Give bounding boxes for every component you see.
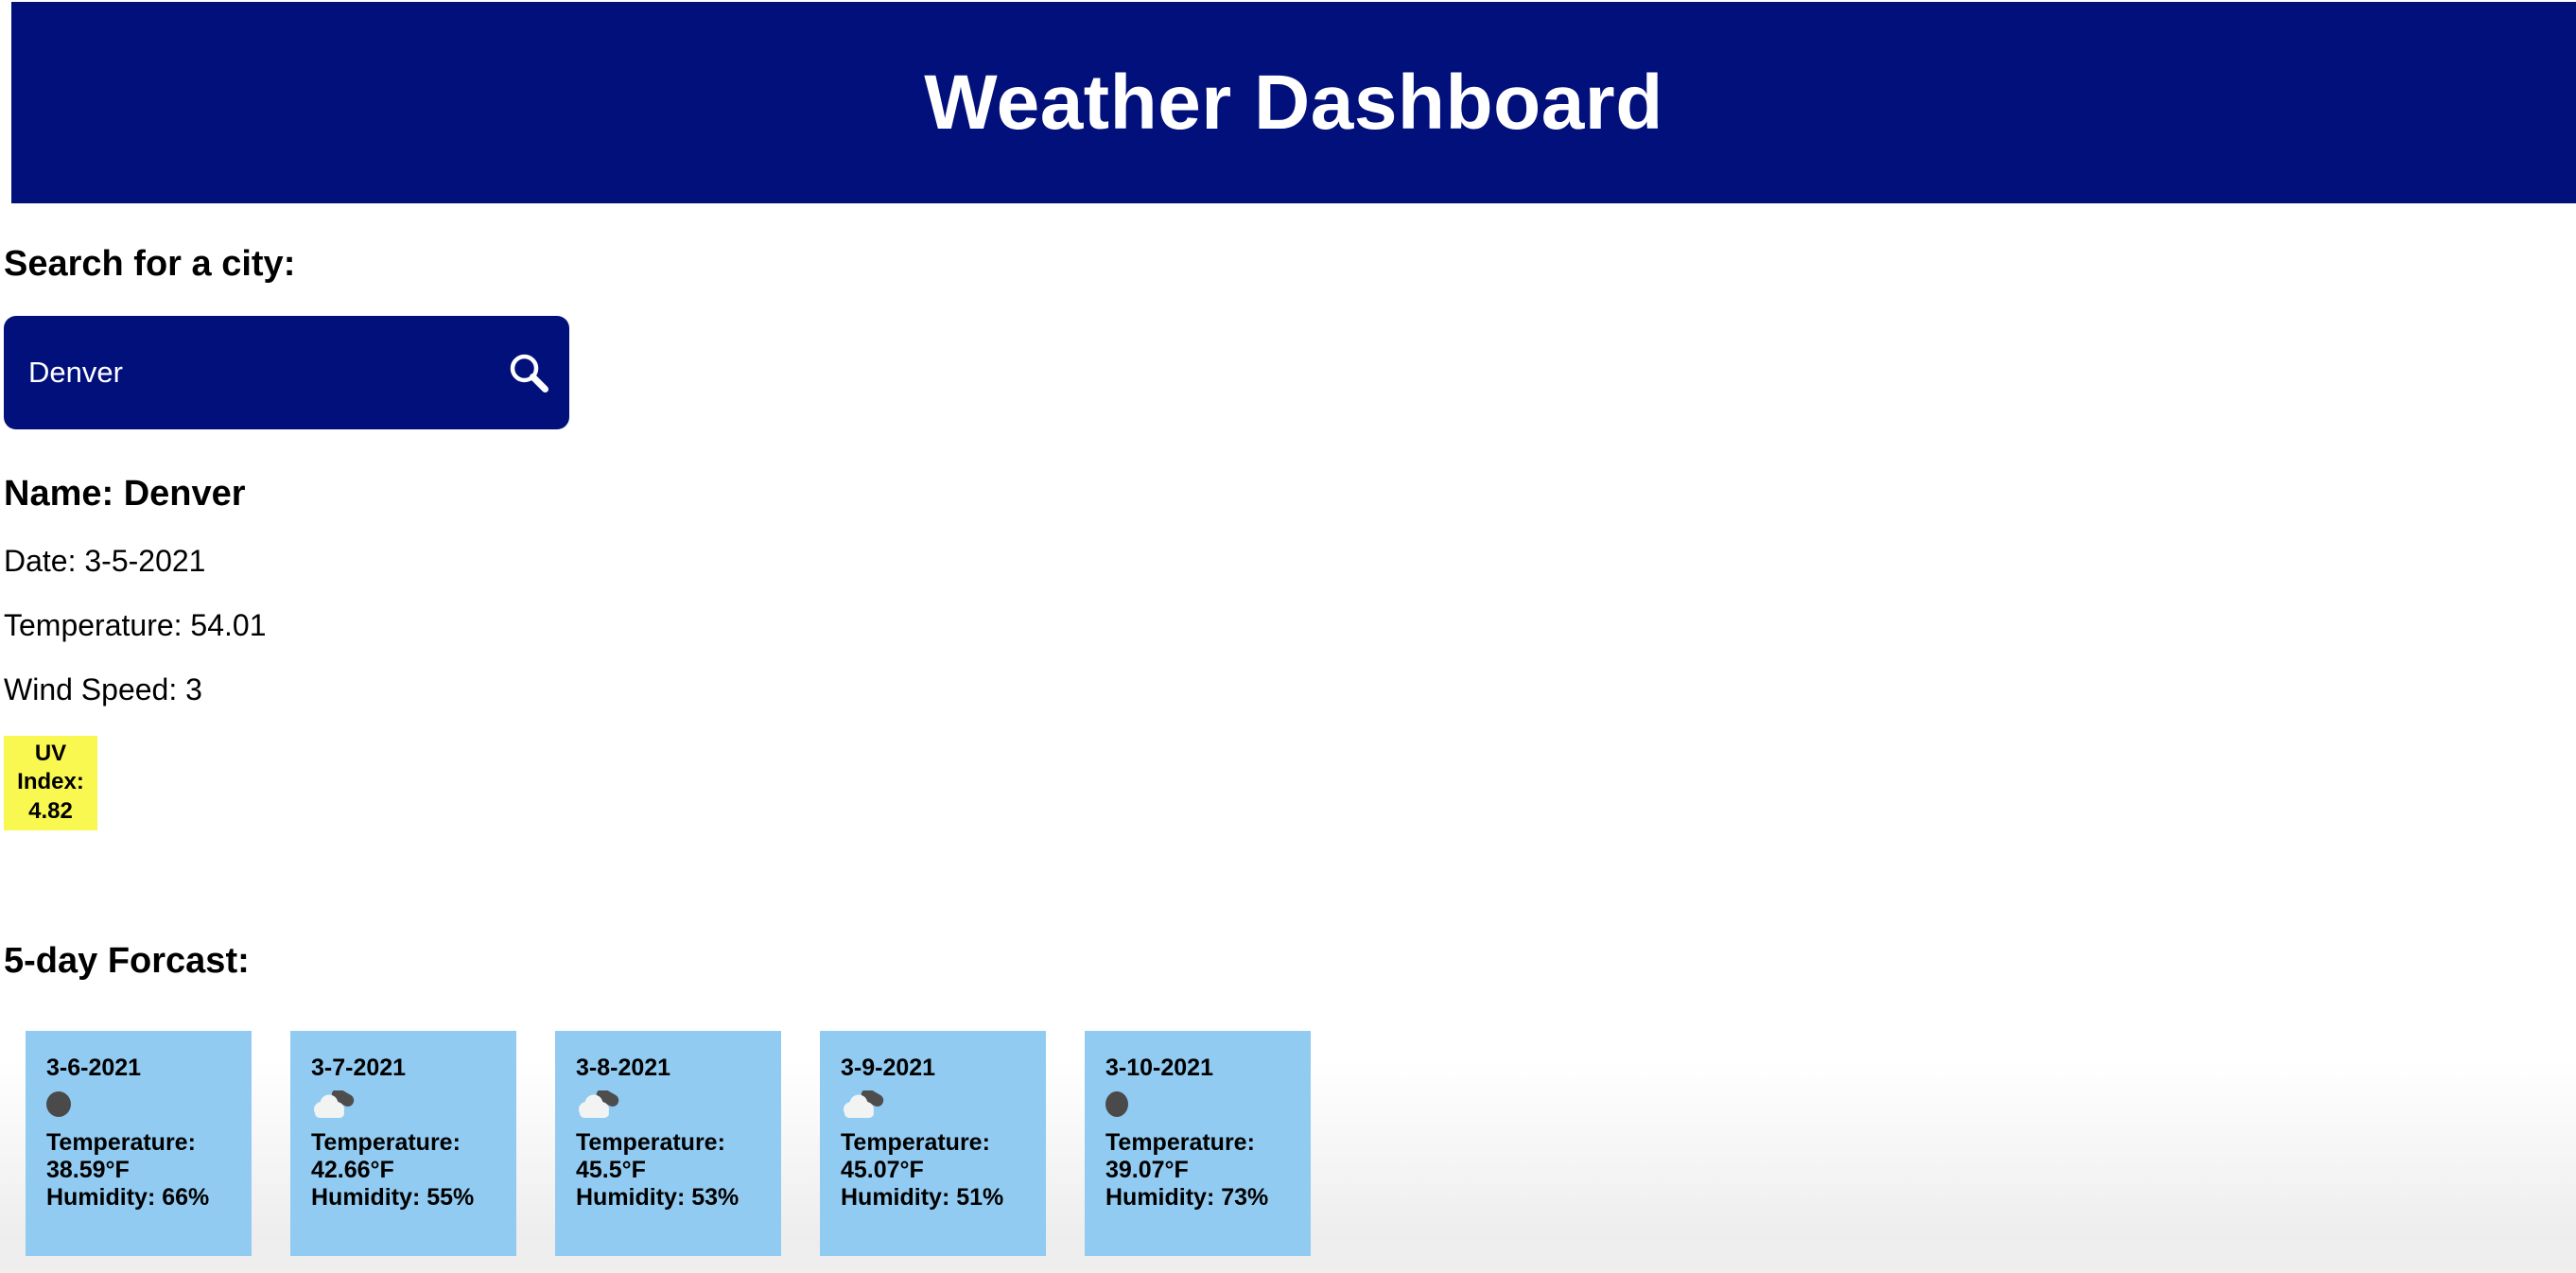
forecast-heading: 5-day Forcast:	[4, 940, 250, 981]
forecast-card-humidity: Humidity: 73%	[1105, 1184, 1269, 1212]
page-title: Weather Dashboard	[924, 59, 1663, 146]
forecast-card-date: 3-8-2021	[576, 1054, 671, 1081]
forecast-card-humidity: Humidity: 53%	[576, 1184, 740, 1212]
forecast-card-date: 3-6-2021	[46, 1054, 142, 1081]
clouds-icon	[314, 1090, 355, 1118]
forecast-card-humidity: Humidity: 66%	[46, 1184, 210, 1212]
forecast-card-date: 3-10-2021	[1105, 1054, 1213, 1081]
city-name-heading: Name: Denver	[4, 474, 246, 514]
forecast-card-temperature: Temperature: 39.07°F	[1105, 1128, 1255, 1184]
new-moon-icon	[1105, 1091, 1128, 1118]
forecast-card: 3-8-2021 Temperature: 45.5°F Humidity: 5…	[555, 1030, 781, 1256]
forecast-card: 3-6-2021 Temperature: 38.59°F Humidity: …	[26, 1030, 252, 1256]
clouds-icon	[579, 1090, 619, 1118]
forecast-cards: 3-6-2021 Temperature: 38.59°F Humidity: …	[26, 1030, 2576, 1256]
forecast-card-temperature: Temperature: 45.07°F	[841, 1128, 990, 1184]
forecast-card-date: 3-7-2021	[311, 1054, 407, 1081]
uv-index-value: UV Index: 4.82	[17, 740, 84, 824]
current-date: Date: 3-5-2021	[4, 544, 206, 579]
forecast-card-humidity: Humidity: 51%	[841, 1184, 1004, 1212]
search-form[interactable]	[4, 316, 569, 430]
new-moon-icon	[46, 1091, 71, 1118]
search-input[interactable]	[4, 356, 507, 391]
forecast-card: 3-10-2021 Temperature: 39.07°F Humidity:…	[1085, 1030, 1311, 1256]
main-content: Search for a city: Name: Denver Date: 3-…	[0, 243, 2576, 1256]
current-wind-speed: Wind Speed: 3	[4, 671, 202, 706]
forecast-card-temperature: Temperature: 38.59°F	[46, 1128, 196, 1184]
clouds-icon	[844, 1090, 884, 1118]
forecast-card-date: 3-9-2021	[841, 1054, 936, 1081]
forecast-card: 3-7-2021 Temperature: 42.66°F Humidity: …	[290, 1030, 516, 1256]
forecast-card-temperature: Temperature: 42.66°F	[311, 1128, 461, 1184]
uv-index-badge: UV Index: 4.82	[4, 735, 97, 830]
search-icon	[510, 354, 548, 393]
search-button[interactable]	[507, 351, 550, 394]
forecast-card-temperature: Temperature: 45.5°F	[576, 1128, 725, 1184]
forecast-card-humidity: Humidity: 55%	[311, 1184, 475, 1212]
current-temperature: Temperature: 54.01	[4, 607, 267, 642]
search-label: Search for a city:	[4, 244, 296, 284]
forecast-card: 3-9-2021 Temperature: 45.07°F Humidity: …	[820, 1030, 1046, 1256]
app-header: Weather Dashboard	[11, 2, 2576, 203]
